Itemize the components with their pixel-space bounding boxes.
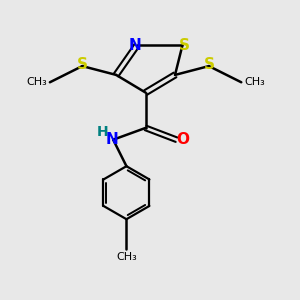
Text: N: N [105, 132, 118, 147]
Text: CH₃: CH₃ [244, 77, 265, 87]
Text: O: O [176, 132, 189, 147]
Text: N: N [128, 38, 141, 53]
Text: CH₃: CH₃ [116, 252, 137, 262]
Text: H: H [97, 125, 109, 139]
Text: S: S [179, 38, 190, 53]
Text: S: S [203, 57, 214, 72]
Text: S: S [77, 57, 88, 72]
Text: CH₃: CH₃ [26, 77, 47, 87]
